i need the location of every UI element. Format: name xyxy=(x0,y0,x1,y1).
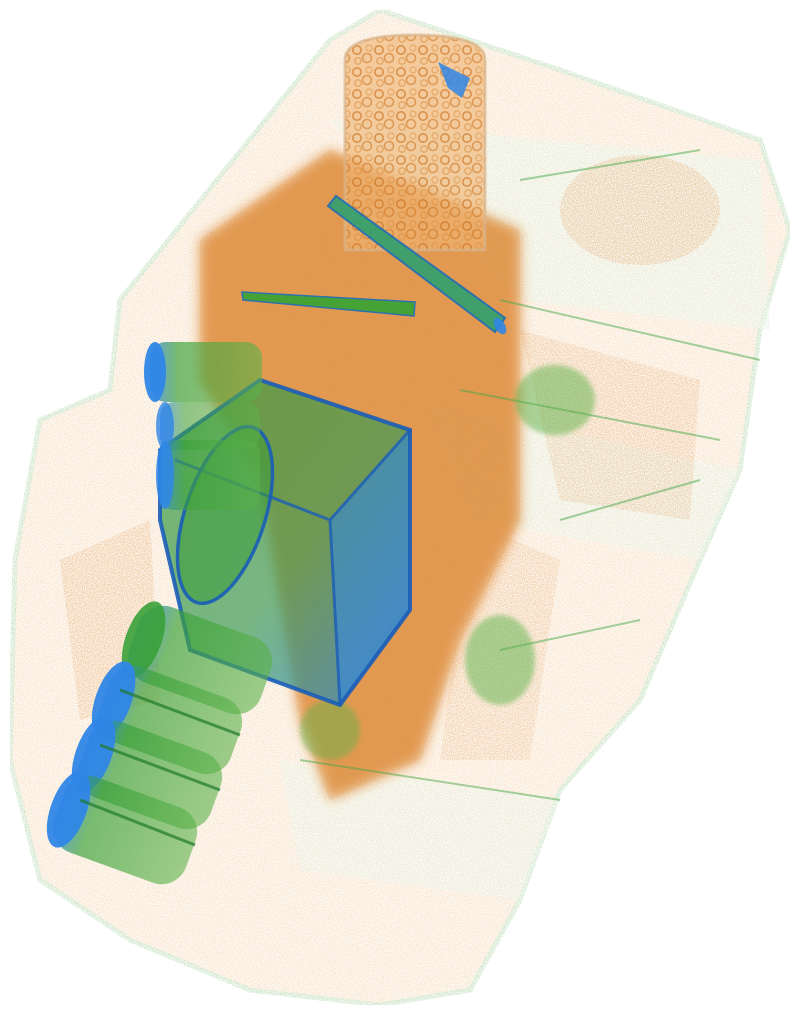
small-dense-fragment xyxy=(438,62,470,98)
mixed-density-region xyxy=(300,365,595,760)
upper-cylinder-group xyxy=(144,342,262,510)
frame-lines xyxy=(299,149,761,801)
cylinder-stack xyxy=(46,601,273,885)
dense-material-region xyxy=(60,150,720,800)
cylindrical-container xyxy=(343,33,487,252)
rod-pair xyxy=(241,194,507,335)
